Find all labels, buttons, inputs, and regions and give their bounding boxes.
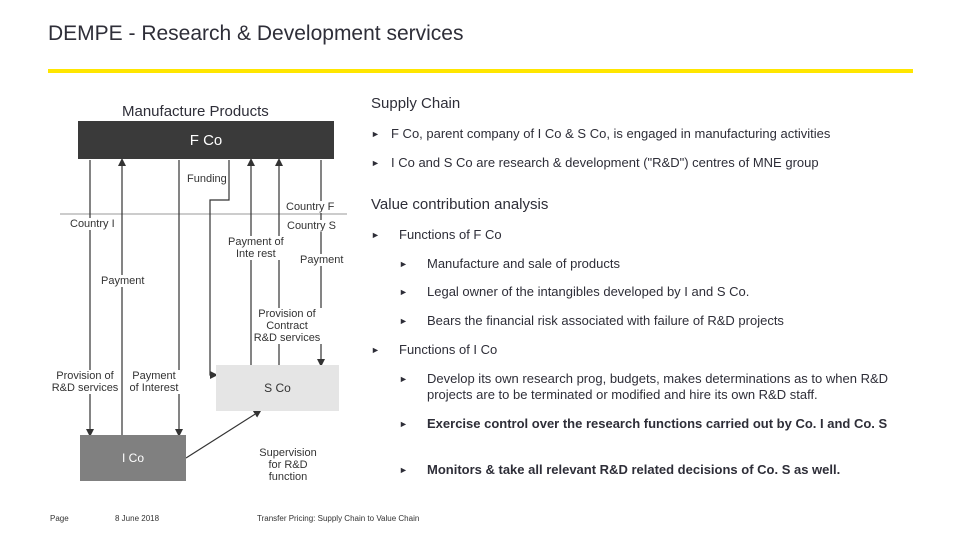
triangle-bullet-icon: ►	[399, 287, 408, 297]
triangle-bullet-icon: ►	[371, 129, 380, 139]
footer-date: 8 June 2018	[115, 514, 160, 523]
provision-rd-label: Provision of R&D services	[50, 370, 120, 394]
supply-chain-heading: Supply Chain	[371, 95, 461, 112]
supervision-arrow	[185, 409, 262, 459]
manufacture-heading: Manufacture Products	[122, 103, 269, 120]
supply-chain-bullet: ► I Co and S Co are research & developme…	[371, 155, 819, 170]
triangle-bullet-icon: ►	[371, 158, 380, 168]
footer-document-title: Transfer Pricing: Supply Chain to Value …	[257, 514, 420, 523]
triangle-bullet-icon: ►	[399, 316, 408, 326]
triangle-bullet-icon: ►	[371, 230, 380, 240]
i-co-functions-heading: ► Functions of I Co	[371, 342, 498, 357]
value-contribution-heading: Value contribution analysis	[371, 196, 549, 213]
i-co-box: I Co	[80, 435, 186, 481]
f-co-box: F Co	[78, 121, 334, 159]
supervision-label: Supervision for R&D function	[253, 447, 323, 483]
country-f-label: Country F	[286, 201, 335, 213]
title-underline	[48, 69, 913, 73]
i-co-function-item: ► Monitors & take all relevant R&D relat…	[399, 462, 841, 477]
country-s-label: Country S	[287, 220, 336, 232]
f-co-function-item: ► Legal owner of the intangibles develop…	[399, 284, 750, 299]
triangle-bullet-icon: ►	[399, 465, 408, 475]
payment-right-label: Payment	[300, 254, 344, 266]
payment-left-label: Payment	[101, 275, 145, 287]
f-co-function-item: ► Manufacture and sale of products	[399, 256, 620, 271]
page-title: DEMPE - Research & Development services	[48, 22, 464, 45]
f-co-functions-heading: ► Functions of F Co	[371, 227, 502, 242]
footer-page-label: Page	[50, 514, 69, 523]
i-co-function-item: ► Develop its own research prog, budgets…	[399, 371, 889, 402]
payment-of-interest-label: Payment of Inte rest	[228, 236, 284, 260]
triangle-bullet-icon: ►	[399, 419, 408, 429]
funding-arrow	[209, 160, 230, 379]
country-i-label: Country I	[70, 218, 115, 230]
supply-chain-bullet: ► F Co, parent company of I Co & S Co, i…	[371, 126, 831, 141]
f-co-function-item: ► Bears the financial risk associated wi…	[399, 313, 784, 328]
triangle-bullet-icon: ►	[399, 259, 408, 269]
triangle-bullet-icon: ►	[371, 345, 380, 355]
provision-contract-label: Provision of Contract R&D services	[252, 308, 322, 344]
triangle-bullet-icon: ►	[399, 374, 408, 384]
i-co-function-item: ► Exercise control over the research fun…	[399, 416, 888, 431]
payment-interest-label: Payment of Interest	[127, 370, 181, 394]
funding-label: Funding	[187, 173, 227, 185]
s-co-box: S Co	[216, 365, 339, 411]
